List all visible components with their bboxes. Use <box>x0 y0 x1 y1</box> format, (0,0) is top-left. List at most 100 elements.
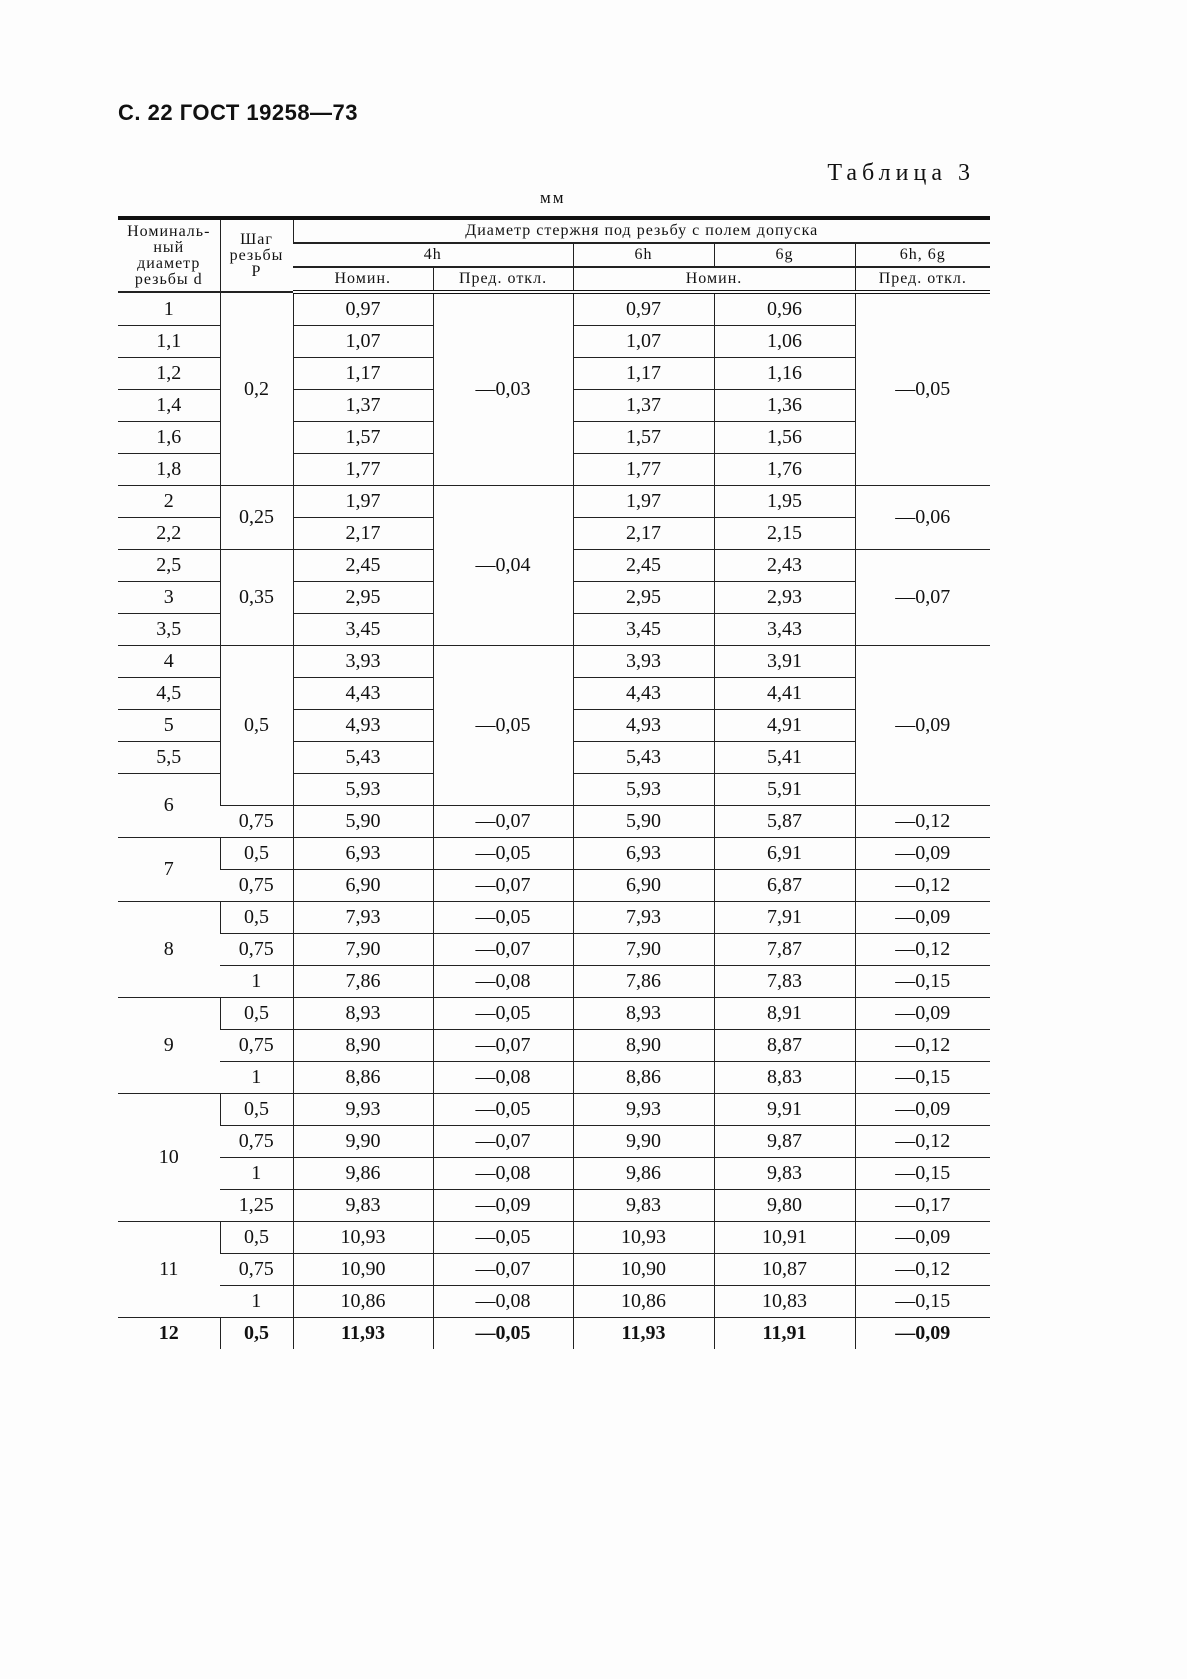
cell-6h6g-dev: —0,12 <box>854 1253 991 1286</box>
cell-6g-nom: 9,83 <box>713 1157 855 1190</box>
cell-4h-nom: 2,45 <box>292 549 433 582</box>
cell-P: 0,75 <box>220 805 293 838</box>
cell-4h-nom: 0,97 <box>292 292 433 326</box>
cell-4h-dev: —0,05 <box>432 1317 573 1349</box>
table-row: 4,5 4,43 4,43 4,41 <box>118 677 990 710</box>
cell-6g-nom: 9,80 <box>713 1189 855 1222</box>
cell-6h-nom: 7,86 <box>572 965 714 998</box>
table-row: 1 7,86 —0,08 7,86 7,83 —0,15 <box>118 965 991 998</box>
cell-6g-nom: 10,91 <box>713 1221 855 1254</box>
cell-4h-nom: 8,93 <box>292 997 433 1030</box>
cell-6h-nom: 1,17 <box>572 357 714 390</box>
cell-6h6g-dev: —0,15 <box>854 965 991 998</box>
table-row: 2 0,25 1,97 —0,04 1,97 1,95 —0,06 <box>118 485 991 646</box>
table-row: 0,75 9,90 —0,07 9,90 9,87 —0,12 <box>118 1125 991 1158</box>
table-row: 0,75 7,90 —0,07 7,90 7,87 —0,12 <box>118 933 991 966</box>
cell-4h-nom: 8,86 <box>292 1061 433 1094</box>
cell-6h6g-dev: —0,12 <box>854 869 991 902</box>
cell-4h-nom: 2,17 <box>292 517 433 550</box>
cell-6g-nom: 9,87 <box>713 1125 855 1158</box>
cell-d: 3,5 <box>118 613 220 646</box>
header-pitch: Шаг резьбы P <box>219 216 293 293</box>
cell-4h-dev: —0,05 <box>432 997 573 1030</box>
cell-P: 0,5 <box>219 901 293 934</box>
cell-4h-nom: 5,93 <box>292 773 433 806</box>
table-row: 5 4,93 4,93 4,91 <box>118 709 990 742</box>
cell-4h-nom: 8,90 <box>292 1029 433 1062</box>
cell-6h6g-dev: —0,09 <box>854 1221 991 1254</box>
table-row: 1,2 1,17 1,17 1,16 <box>118 357 990 390</box>
cell-6h-nom: 1,37 <box>572 389 714 422</box>
cell-6h6g-dev: —0,09 <box>854 837 991 870</box>
table-row: 0,75 10,90 —0,07 10,90 10,87 —0,12 <box>118 1253 991 1286</box>
table-row: 0,75 6,90 —0,07 6,90 6,87 —0,12 <box>118 869 991 902</box>
table-row: 1 8,86 —0,08 8,86 8,83 —0,15 <box>118 1061 991 1094</box>
cell-6h6g-dev: —0,12 <box>854 1029 991 1062</box>
cell-6g-nom: 5,87 <box>713 805 855 838</box>
cell-4h-nom: 6,93 <box>292 837 433 870</box>
cell-6h-nom: 4,43 <box>572 677 714 710</box>
cell-6h-nom: 8,86 <box>572 1061 714 1094</box>
cell-4h-dev: —0,05 <box>432 1221 573 1254</box>
cell-6h-nom: 10,93 <box>572 1221 714 1254</box>
cell-6h-nom: 2,45 <box>572 549 714 582</box>
cell-4h-dev: —0,08 <box>432 965 573 998</box>
cell-6g-nom: 7,83 <box>713 965 855 998</box>
header-6h6g-dev: Пред. откл. <box>854 267 991 294</box>
cell-d: 7 <box>118 837 220 902</box>
cell-6g-nom: 10,87 <box>713 1253 855 1286</box>
cell-6g-nom: 6,91 <box>713 837 855 870</box>
cell-d: 12 <box>158 1322 179 1344</box>
cell-6g-nom: 7,87 <box>713 933 855 966</box>
table-row: 3,5 3,45 3,45 3,43 <box>118 613 990 646</box>
table-row: 1 0,2 0,97 —0,03 0,97 0,96 —0,05 <box>118 292 991 486</box>
cell-6h-nom: 11,93 <box>572 1317 714 1349</box>
cell-6h6g-dev: —0,15 <box>854 1157 991 1190</box>
cell-6g-nom: 10,83 <box>713 1285 855 1318</box>
cell-6g-nom: 7,91 <box>713 901 855 934</box>
header-4h-dev: Пред. откл. <box>432 267 573 294</box>
cell-6g-nom: 1,56 <box>713 421 855 454</box>
cell-6h-nom: 5,93 <box>572 773 714 806</box>
cell-6g-nom: 4,91 <box>713 709 855 742</box>
header-nominal-diameter: Номиналь-ный диаметр резьбы d <box>118 216 220 293</box>
table-number: Таблица 3 <box>827 160 975 186</box>
cell-d: 5 <box>118 709 220 742</box>
cell-4h-nom: 4,43 <box>292 677 433 710</box>
cell-4h-nom: 1,07 <box>292 325 433 358</box>
cell-6g-nom: 1,95 <box>713 485 855 518</box>
cell-6h-nom: 9,90 <box>572 1125 714 1158</box>
cell-6h6g-dev: —0,06 <box>854 485 991 550</box>
table-row: 1 10,86 —0,08 10,86 10,83 —0,15 <box>118 1285 991 1318</box>
cell-P: 0,5 <box>219 1093 293 1126</box>
cell-6g-nom: 8,83 <box>713 1061 855 1094</box>
cell-d: 11 <box>118 1221 220 1318</box>
header-6h-6g: 6h, 6g <box>854 243 991 268</box>
cell-4h-dev: —0,04 <box>432 485 573 646</box>
cell-6h6g-dev: —0,12 <box>854 805 991 838</box>
cell-4h-dev: —0,05 <box>432 901 573 934</box>
cell-4h-nom: 3,93 <box>292 645 433 678</box>
cell-4h-dev: —0,07 <box>432 933 573 966</box>
cell-4h-nom: 9,86 <box>292 1157 433 1190</box>
cell-6h-nom: 6,90 <box>572 869 714 902</box>
table-row: 7 0,5 6,93 —0,05 6,93 6,91 —0,09 <box>118 837 991 902</box>
cell-6g-nom: 11,91 <box>713 1317 855 1349</box>
cell-4h-nom: 10,86 <box>292 1285 433 1318</box>
cell-6h-nom: 3,45 <box>572 613 714 646</box>
cell-4h-nom: 1,57 <box>292 421 433 454</box>
cell-6g-nom: 1,16 <box>713 357 855 390</box>
cell-6g-nom: 3,91 <box>713 645 855 678</box>
header-group: Диаметр стержня под резьбу с полем допус… <box>292 216 991 244</box>
cell-4h-dev: —0,07 <box>432 869 573 902</box>
table-row: 11 0,5 10,93 —0,05 10,93 10,91 —0,09 <box>118 1221 991 1318</box>
cell-6g-nom: 0,96 <box>713 292 855 326</box>
cell-6h-nom: 7,93 <box>572 901 714 934</box>
cell-4h-nom: 9,93 <box>292 1093 433 1126</box>
table-row: 10 0,5 9,93 —0,05 9,93 9,91 —0,09 <box>118 1093 991 1222</box>
cell-6g-nom: 2,93 <box>713 581 855 614</box>
cell-6h-nom: 10,86 <box>572 1285 714 1318</box>
cell-d: 6 <box>118 773 220 838</box>
cell-P: 1 <box>220 1285 293 1318</box>
